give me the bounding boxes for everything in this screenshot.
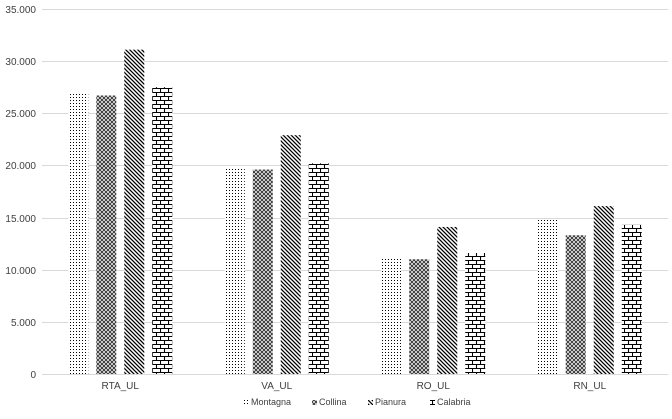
x-axis-categories: RTA_UL VA_UL RO_UL RN_UL: [102, 381, 607, 392]
bar-pianura-rn_ul: [593, 206, 614, 374]
y-tick-label: 30.000: [5, 57, 36, 68]
bar-calabria-va_ul: [308, 163, 329, 374]
bars: [68, 49, 642, 375]
legend-swatch-montagna: [244, 400, 249, 405]
x-category-label: RN_UL: [573, 381, 606, 392]
y-tick-label: 10.000: [5, 266, 36, 277]
y-tick-label: 20.000: [5, 161, 36, 172]
gridlines: [42, 9, 668, 375]
bar-collina-va_ul: [252, 169, 273, 374]
bar-calabria-ro_ul: [465, 253, 486, 374]
bar-calabria-rta_ul: [152, 87, 173, 374]
bar-calabria-rn_ul: [621, 224, 642, 374]
y-tick-label: 5.000: [11, 318, 36, 329]
y-axis-ticks: 0 5.000 10.000 15.000 20.000 25.000 30.000 35.0…: [5, 5, 36, 381]
bar-collina-rta_ul: [96, 95, 117, 375]
bar-pianura-rta_ul: [124, 49, 145, 375]
bar-montagna-va_ul: [224, 167, 245, 374]
bar-collina-rn_ul: [565, 235, 586, 374]
legend-label-montagna: Montagna: [251, 397, 291, 407]
legend-swatch-pianura: [368, 400, 373, 405]
y-tick-label: 25.000: [5, 109, 36, 120]
y-tick-label: 0: [30, 370, 36, 381]
legend-label-collina: Collina: [319, 397, 347, 407]
legend-label-calabria: Calabria: [437, 397, 471, 407]
y-tick-label: 35.000: [5, 5, 36, 16]
bar-pianura-va_ul: [280, 135, 301, 374]
bar-montagna-ro_ul: [381, 258, 402, 374]
bar-montagna-rta_ul: [68, 92, 89, 374]
legend: Montagna Collina Pianura Calabria: [244, 397, 471, 407]
legend-label-pianura: Pianura: [375, 397, 406, 407]
bar-pianura-ro_ul: [437, 226, 458, 374]
x-category-label: RTA_UL: [102, 381, 140, 392]
y-tick-label: 15.000: [5, 214, 36, 225]
bar-collina-ro_ul: [409, 259, 430, 374]
x-category-label: VA_UL: [261, 381, 292, 392]
x-category-label: RO_UL: [417, 381, 451, 392]
bar-montagna-rn_ul: [537, 219, 558, 374]
legend-swatch-calabria: [430, 400, 435, 405]
legend-swatch-collina: [312, 400, 317, 405]
